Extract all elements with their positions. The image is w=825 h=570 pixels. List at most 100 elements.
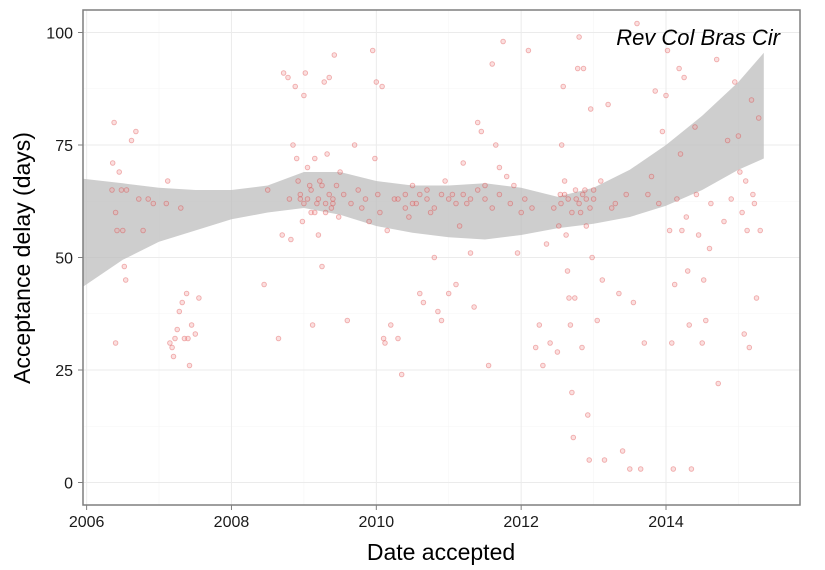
data-point: [577, 209, 584, 216]
data-point: [572, 295, 578, 301]
data-point: [417, 191, 423, 198]
data-point: [445, 196, 452, 202]
data-point: [590, 196, 597, 202]
data-point: [112, 340, 119, 346]
data-point: [330, 196, 336, 202]
data-point: [572, 187, 579, 193]
data-point: [554, 349, 561, 355]
data-point: [420, 299, 427, 306]
data-point: [362, 196, 369, 202]
data-point: [288, 236, 294, 243]
data-point: [377, 209, 383, 216]
data-point: [681, 74, 687, 81]
data-point: [608, 205, 615, 211]
data-point: [116, 169, 122, 175]
data-point: [176, 308, 183, 315]
data-point: [558, 200, 564, 207]
data-point: [585, 412, 591, 418]
data-point: [500, 38, 506, 45]
data-point: [297, 196, 304, 202]
data-point: [737, 169, 743, 175]
data-point: [569, 209, 575, 216]
data-point: [565, 196, 571, 202]
data-point: [677, 151, 684, 157]
data-point: [663, 92, 669, 99]
x-tick-label: 2014: [648, 514, 684, 531]
data-point: [594, 317, 600, 324]
data-point: [178, 205, 184, 211]
data-point: [460, 191, 466, 198]
data-point: [321, 79, 327, 85]
data-point: [312, 155, 318, 162]
y-axis-title: Acceptance delay (days): [9, 132, 35, 384]
data-point: [391, 196, 398, 202]
x-axis-title: Date accepted: [367, 539, 515, 565]
data-point: [536, 322, 543, 328]
data-point: [295, 178, 301, 184]
data-point: [174, 326, 180, 333]
data-point: [728, 196, 734, 202]
data-point: [579, 344, 585, 351]
data-point: [286, 196, 293, 202]
data-point: [128, 137, 135, 144]
data-point: [634, 20, 640, 27]
data-point: [493, 142, 499, 148]
data-point: [348, 200, 354, 207]
data-point: [172, 335, 178, 342]
data-point: [489, 205, 495, 211]
data-point: [561, 191, 568, 198]
data-point: [619, 448, 626, 454]
data-point: [601, 457, 608, 463]
data-point: [290, 142, 296, 148]
data-point: [648, 173, 655, 180]
data-point: [507, 200, 514, 207]
data-point: [293, 155, 300, 162]
data-point: [335, 214, 342, 220]
data-point: [140, 227, 146, 234]
data-point: [598, 178, 604, 184]
data-point: [453, 200, 459, 207]
data-point: [474, 187, 481, 193]
data-point: [713, 56, 720, 63]
data-point: [167, 340, 173, 346]
data-point: [333, 182, 340, 189]
data-point: [111, 119, 117, 126]
data-point: [308, 209, 314, 216]
data-point: [351, 142, 358, 148]
data-point: [112, 209, 119, 216]
data-point: [409, 200, 416, 207]
data-point: [579, 191, 586, 198]
data-point: [605, 101, 611, 108]
data-point: [692, 124, 698, 130]
data-point: [319, 182, 325, 189]
data-point: [109, 160, 116, 166]
data-point: [114, 227, 120, 234]
data-point: [304, 196, 311, 202]
data-point: [196, 295, 202, 301]
data-point: [474, 119, 481, 126]
data-point: [402, 191, 409, 198]
data-point: [279, 232, 285, 238]
data-point: [746, 344, 753, 351]
data-point: [395, 335, 401, 342]
data-point: [449, 191, 456, 198]
data-point: [616, 290, 622, 297]
data-point: [312, 209, 318, 216]
data-point: [384, 227, 390, 234]
data-point: [388, 322, 394, 328]
y-tick-label: 75: [55, 138, 73, 155]
data-point: [373, 79, 380, 85]
data-point: [560, 83, 566, 90]
data-point: [337, 169, 343, 175]
data-points: [109, 20, 763, 472]
data-point: [395, 196, 401, 202]
data-point: [427, 209, 434, 216]
data-point: [375, 191, 381, 198]
data-point: [540, 362, 546, 369]
data-point: [442, 178, 448, 184]
data-point: [570, 434, 577, 441]
data-point: [150, 200, 157, 207]
data-point: [438, 191, 445, 198]
data-point: [322, 209, 329, 216]
data-point: [304, 164, 311, 171]
